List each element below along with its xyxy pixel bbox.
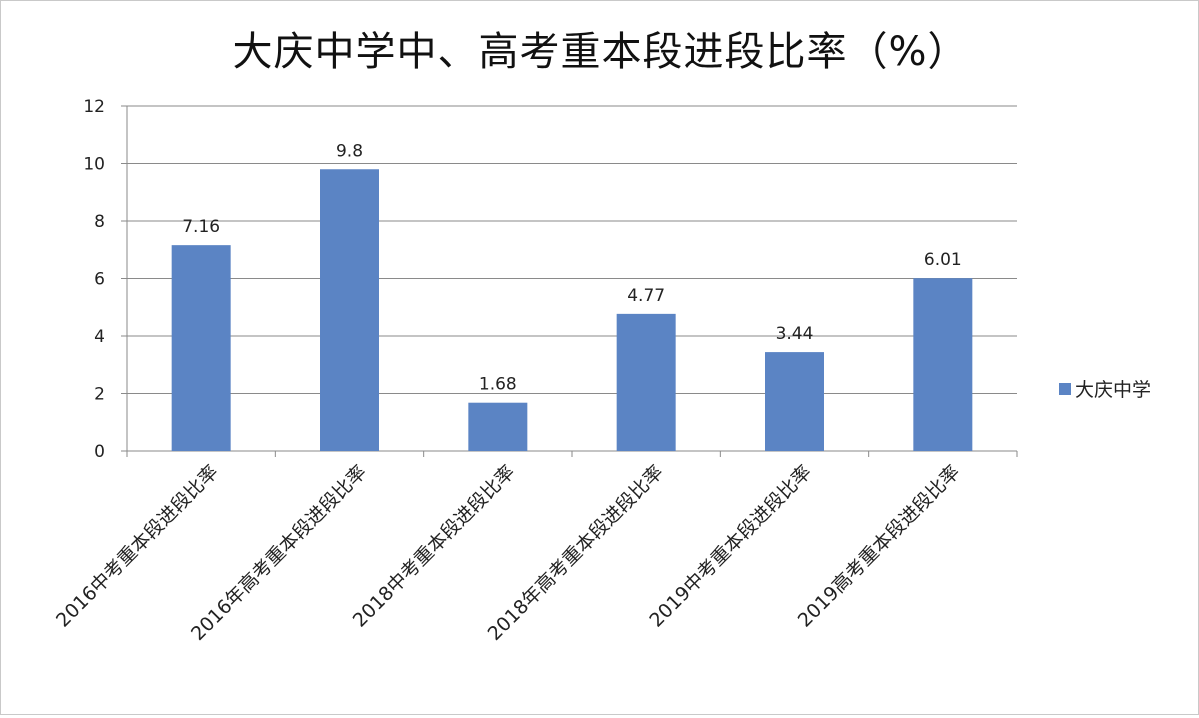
- data-label: 7.16: [182, 217, 220, 237]
- data-label: 4.77: [627, 286, 665, 306]
- bar: [616, 313, 676, 451]
- y-tick-label: 8: [94, 212, 105, 232]
- bar: [320, 169, 379, 451]
- y-tick-label: 2: [94, 385, 105, 405]
- x-category-label: 2019高考重本段进段比率: [794, 461, 965, 632]
- data-label: 6.01: [924, 250, 962, 270]
- chart-title: 大庆中学中、高考重本段进段比率（%）: [232, 29, 969, 75]
- bar: [765, 352, 824, 451]
- legend-swatch: [1059, 383, 1071, 395]
- bar: [913, 278, 973, 451]
- y-tick-label: 6: [94, 270, 105, 290]
- data-label: 9.8: [336, 141, 363, 161]
- x-category-label: 2019中考重本段进段比率: [645, 461, 816, 632]
- x-category-label: 2018年高考重本段进段比率: [484, 461, 668, 645]
- y-tick-label: 12: [83, 97, 105, 117]
- y-tick-label: 10: [83, 155, 105, 175]
- x-category-label: 2016年高考重本段进段比率: [187, 461, 371, 645]
- x-category-label: 2018中考重本段进段比率: [349, 461, 520, 632]
- y-tick-label: 4: [94, 327, 105, 347]
- bar: [468, 402, 528, 451]
- legend-label: 大庆中学: [1075, 379, 1151, 401]
- y-tick-label: 0: [94, 442, 105, 462]
- bar: [171, 245, 231, 451]
- x-category-label: 2016中考重本段进段比率: [52, 461, 223, 632]
- data-label: 3.44: [776, 324, 814, 344]
- data-label: 1.68: [479, 375, 517, 395]
